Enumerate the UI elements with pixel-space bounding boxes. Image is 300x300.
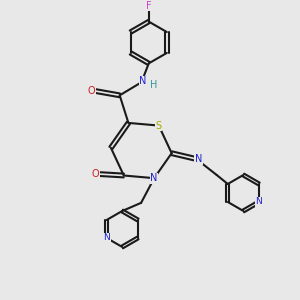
Text: O: O bbox=[88, 86, 95, 96]
Text: O: O bbox=[92, 169, 100, 179]
Text: F: F bbox=[146, 1, 152, 11]
Text: N: N bbox=[256, 197, 262, 206]
Text: N: N bbox=[103, 233, 110, 242]
Text: N: N bbox=[151, 173, 158, 183]
Text: S: S bbox=[156, 121, 162, 130]
Text: N: N bbox=[139, 76, 147, 86]
Text: N: N bbox=[195, 154, 202, 164]
Text: H: H bbox=[150, 80, 158, 90]
